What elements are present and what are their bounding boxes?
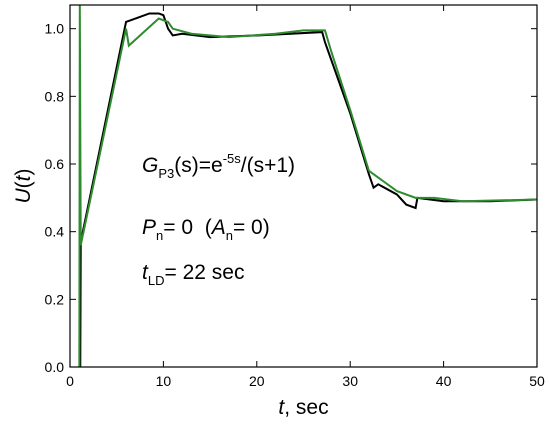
x-tick-label: 30 bbox=[342, 373, 358, 389]
y-tick-label: 1.0 bbox=[45, 21, 65, 37]
x-tick-label: 10 bbox=[156, 373, 172, 389]
x-tick-label: 50 bbox=[529, 373, 545, 389]
y-tick-label: 0.8 bbox=[45, 88, 65, 104]
text-part: ( bbox=[12, 181, 35, 188]
annotation: Pn= 0 (An= 0) bbox=[142, 216, 270, 243]
annotation: tLD= 22 sec bbox=[142, 261, 244, 288]
y-axis-label: U(t) bbox=[12, 168, 35, 203]
text-part: LD bbox=[148, 273, 165, 288]
text-part: (s)=e bbox=[174, 154, 222, 177]
text-part: P bbox=[142, 216, 156, 239]
x-axis-label: t, sec bbox=[278, 396, 328, 419]
text-part: = 0) bbox=[233, 216, 270, 239]
text-part: ) bbox=[12, 168, 35, 175]
x-tick-label: 40 bbox=[436, 373, 452, 389]
x-tick-label: 0 bbox=[66, 373, 74, 389]
text-part: t bbox=[142, 261, 149, 284]
text-part: A bbox=[210, 216, 226, 239]
plot-lines bbox=[78, 5, 537, 367]
series-line bbox=[79, 12, 537, 367]
series-line bbox=[78, 5, 537, 367]
text-part: P3 bbox=[158, 166, 174, 181]
text-part: -5s bbox=[223, 151, 242, 166]
y-tick-label: 0.0 bbox=[45, 359, 65, 375]
text-part: = 22 sec bbox=[164, 261, 244, 284]
annotation: GP3(s)=e-5s/(s+1) bbox=[142, 151, 295, 181]
text-part: n bbox=[226, 228, 233, 243]
text-part: t bbox=[12, 174, 35, 181]
y-tick-label: 0.2 bbox=[45, 291, 65, 307]
text-part: G bbox=[142, 154, 158, 177]
text-part: U bbox=[12, 188, 35, 204]
text-part: , sec bbox=[284, 396, 328, 419]
text-part: n bbox=[156, 228, 163, 243]
text-part: /(s+1) bbox=[241, 154, 295, 177]
x-tick-label: 20 bbox=[249, 373, 265, 389]
text-part: = 0 ( bbox=[163, 216, 211, 239]
plot-frame bbox=[69, 4, 538, 368]
text-part: t bbox=[278, 396, 285, 419]
y-tick-label: 0.6 bbox=[45, 156, 65, 172]
y-tick-label: 0.4 bbox=[45, 224, 65, 240]
